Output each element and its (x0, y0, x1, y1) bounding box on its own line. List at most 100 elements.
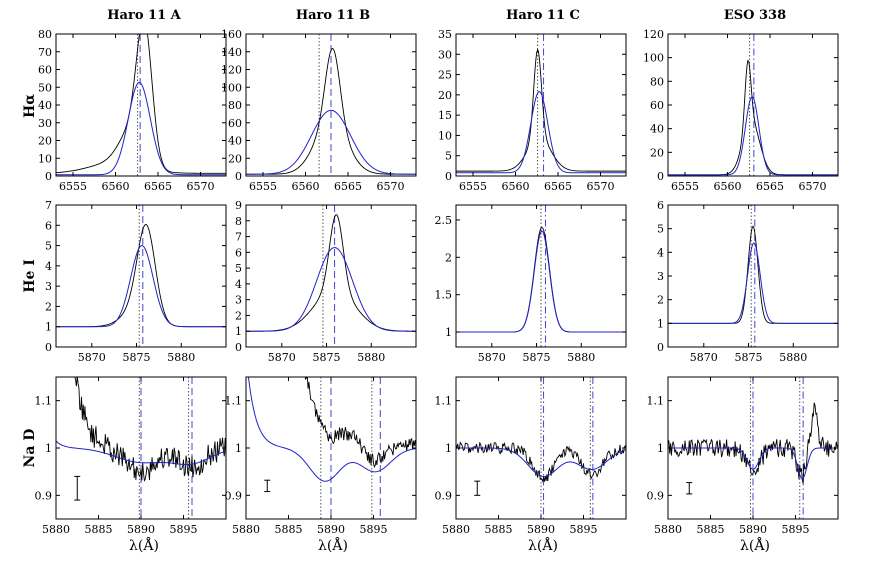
panel-3-1: 5880 5885 5890 5895 0.9 1 1.1 (35, 376, 227, 536)
panel-1-1-xtick-label-1: 6560 (102, 180, 130, 193)
panel-1-4-xtick-label-2: 6565 (756, 180, 784, 193)
panel-3-2-xtick-label-0: 5880 (232, 523, 260, 536)
panel-2-3-ytick-label-2: 2 (445, 251, 452, 264)
panel-3-2-series-model (247, 377, 416, 482)
panel-3-2-ytick-label-2: 1.1 (225, 395, 243, 408)
panel-2-1-ytick-label-2: 2 (45, 300, 52, 313)
panel-2-3-xtick-label-1: 5875 (523, 351, 551, 364)
panel-2-1-ytick-label-7: 7 (45, 199, 52, 212)
panel-2-2-ytick-label-1: 1 (235, 325, 242, 338)
panel-3-4-ytick-label-1: 1 (657, 442, 664, 455)
panel-1-4-ytick-label-5: 100 (643, 52, 664, 65)
column-title-haro11c: Haro 11 C (506, 8, 580, 23)
panel-2-4-xtick-label-2: 5880 (779, 351, 807, 364)
panel-2-2-ytick-label-7: 7 (235, 231, 242, 244)
panel-3-1-ytick-label-2: 1.1 (35, 395, 53, 408)
x-axis-label-col2: λ(Å) (318, 536, 348, 554)
panel-2-1-xtick-label-2: 5880 (167, 351, 195, 364)
panel-1-3-ytick-label-0: 0 (445, 170, 452, 183)
panel-1-1-series-model (56, 81, 226, 176)
panel-2-1-ytick-label-5: 5 (45, 240, 52, 253)
panel-3-1-ytick-label-1: 1 (45, 442, 52, 455)
panel-1-4-xtick-label-0: 6555 (671, 180, 699, 193)
panel-3-3-ytick-label-1: 1 (445, 442, 452, 455)
panel-1-2-plot-area (246, 34, 416, 176)
panel-1-1-frame (55, 33, 227, 177)
panel-2-2-plot-area (246, 205, 416, 347)
panel-2-4-series-model (668, 242, 838, 324)
panel-3-3-xtick-label-3: 5895 (570, 523, 598, 536)
panel-3-3-series-observed (456, 441, 626, 483)
panel-1-2-ytick-label-8: 160 (221, 28, 242, 41)
panel-3-1-ytick-label-0: 0.9 (35, 489, 53, 502)
panel-3-3-plot-area (456, 377, 626, 519)
panel-2-1-frame (55, 204, 227, 348)
row-label-halpha: Hα (22, 94, 38, 118)
x-axis-label-col4: λ(Å) (740, 536, 770, 554)
panel-1-3-ytick-label-4: 20 (438, 89, 452, 102)
panel-1-4-ytick-label-2: 40 (650, 123, 664, 136)
panel-2-3-xtick-label-2: 5880 (567, 351, 595, 364)
panel-1-2-ytick-label-7: 140 (221, 46, 242, 59)
column-title-eso338: ESO 338 (724, 8, 786, 23)
panel-1-3-series-observed (456, 48, 626, 172)
panel-1-1-ytick-label-8: 80 (38, 28, 52, 41)
panel-2-2-frame (245, 204, 417, 348)
panel-1-1-ytick-label-0: 0 (45, 170, 52, 183)
panel-2-4: 5870 5875 5880 0 1 2 3 4 5 6 (657, 199, 839, 364)
column-title-haro11b: Haro 11 B (296, 8, 370, 23)
panel-2-2-series-observed (246, 214, 416, 332)
panel-3-1-xtick-label-3: 5895 (170, 523, 198, 536)
row-label-hei: He I (22, 259, 38, 293)
x-axis-label-col3: λ(Å) (528, 536, 558, 554)
panel-3-2-xtick-label-1: 5885 (275, 523, 303, 536)
panel-2-2-ytick-label-5: 5 (235, 262, 242, 275)
panel-3-1-xtick-label-2: 5890 (127, 523, 155, 536)
panel-1-1-xtick-label-3: 6570 (187, 180, 215, 193)
panel-1-1-series-observed (56, 34, 226, 174)
panel-1-3-ytick-label-7: 35 (438, 28, 452, 41)
panel-2-4-ytick-label-3: 3 (657, 270, 664, 283)
panel-3-3: 5880 5885 5890 5895 0.9 1 1.1 (435, 376, 627, 536)
panel-1-4-ytick-label-1: 20 (650, 146, 664, 159)
panel-1-4-xtick-label-3: 6570 (799, 180, 827, 193)
panel-3-4-ytick-label-2: 1.1 (647, 395, 665, 408)
panel-3-1-plot-area (56, 377, 226, 519)
panel-1-3-ytick-label-3: 15 (438, 109, 452, 122)
panel-1-2-ytick-label-1: 20 (228, 152, 242, 165)
panel-1-3-xtick-label-2: 6565 (544, 180, 572, 193)
panel-1-2-xtick-label-2: 6565 (334, 180, 362, 193)
panel-2-4-xtick-label-1: 5875 (735, 351, 763, 364)
panel-2-3-xtick-label-0: 5870 (478, 351, 506, 364)
panel-1-4-plot-area (668, 34, 838, 176)
panel-1-1-xtick-label-2: 6565 (144, 180, 172, 193)
panel-3-2-ytick-label-0: 0.9 (225, 489, 243, 502)
panel-2-1-ytick-label-3: 3 (45, 280, 52, 293)
panel-3-4: 5880 5885 5890 5895 0.9 1 1.1 (647, 376, 839, 536)
panel-2-1-series-observed (56, 224, 226, 328)
row-label-nad: Na D (22, 429, 38, 468)
panel-2-4-ytick-label-6: 6 (657, 199, 664, 212)
panel-3-2: 5880 5885 5890 5895 0.9 1 1.1 (225, 376, 417, 536)
panel-1-2-series-observed (246, 47, 416, 175)
panel-1-1-ytick-label-5: 50 (38, 81, 52, 94)
panel-1-4-ytick-label-0: 0 (657, 170, 664, 183)
panel-3-2-xtick-label-3: 5895 (360, 523, 388, 536)
panel-3-4-series-model (668, 447, 838, 480)
panel-1-2-series-model (246, 109, 416, 175)
panel-2-2-xtick-label-0: 5870 (268, 351, 296, 364)
panel-1-2-xtick-label-1: 6560 (292, 180, 320, 193)
panel-1-2: 6555 6560 6565 6570 0 20 40 60 80 100 120 140 160 (221, 28, 417, 193)
panel-1-3-plot-area (456, 34, 626, 176)
panel-3-3-xtick-label-2: 5890 (527, 523, 555, 536)
panel-1-2-xtick-label-0: 6555 (249, 180, 277, 193)
panel-1-1-ytick-label-2: 20 (38, 135, 52, 148)
panel-1-2-ytick-label-6: 120 (221, 64, 242, 77)
panel-1-4-ytick-label-6: 120 (643, 28, 664, 41)
panel-1-1: 6555 6560 6565 6570 0 10 20 30 40 50 60 70 80 (38, 28, 227, 193)
panel-2-2-ytick-label-2: 2 (235, 309, 242, 322)
panel-3-1-xtick-label-0: 5880 (42, 523, 70, 536)
panel-2-4-ytick-label-5: 5 (657, 223, 664, 236)
panel-1-1-ytick-label-6: 60 (38, 64, 52, 77)
